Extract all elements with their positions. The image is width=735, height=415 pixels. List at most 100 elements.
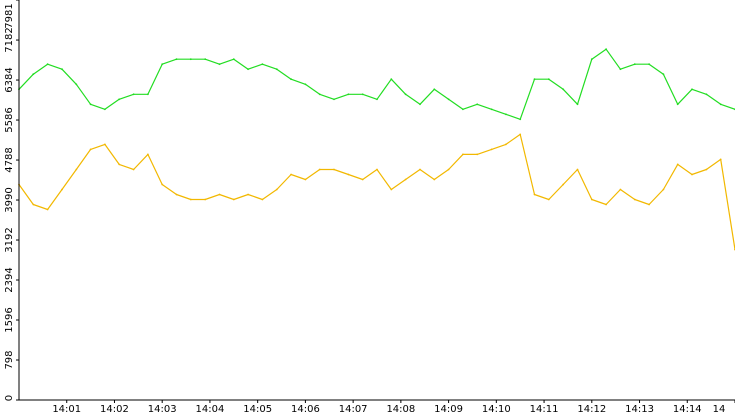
data-point bbox=[547, 198, 550, 201]
y-tick-label: 7182 bbox=[4, 27, 15, 52]
data-point bbox=[605, 203, 607, 206]
data-point bbox=[361, 93, 364, 96]
data-point bbox=[390, 188, 393, 191]
data-point bbox=[562, 183, 565, 186]
data-point bbox=[247, 68, 250, 71]
data-point bbox=[662, 73, 665, 76]
data-point bbox=[505, 113, 507, 116]
data-point bbox=[619, 188, 622, 191]
x-tick-label: 14:02 bbox=[100, 404, 129, 415]
data-point bbox=[590, 198, 593, 201]
data-point bbox=[347, 93, 350, 96]
data-point bbox=[490, 148, 493, 151]
data-point bbox=[161, 63, 164, 66]
data-point bbox=[147, 153, 149, 156]
x-tick-label: 14:08 bbox=[386, 404, 415, 415]
data-point bbox=[189, 58, 192, 61]
data-point bbox=[547, 78, 550, 81]
data-point bbox=[232, 58, 235, 61]
x-tick-layer: 14:01 14:02 14:03 14:04 14:05 14:06 14:07 14:08… bbox=[52, 400, 735, 415]
x-tick-label: 14:13 bbox=[625, 404, 654, 415]
data-point bbox=[705, 168, 708, 171]
data-point bbox=[118, 163, 121, 166]
x-tick-label: 14:10 bbox=[482, 404, 511, 415]
data-point bbox=[662, 188, 665, 191]
y-tick-label: 3192 bbox=[4, 227, 15, 252]
data-point bbox=[275, 68, 278, 71]
data-point bbox=[290, 173, 292, 176]
data-point bbox=[175, 193, 178, 196]
data-point bbox=[132, 168, 135, 171]
data-point bbox=[490, 108, 493, 111]
data-point bbox=[562, 88, 565, 91]
data-point bbox=[648, 203, 650, 206]
data-point bbox=[433, 88, 436, 91]
data-point bbox=[705, 93, 708, 96]
x-tick-label: 14:12 bbox=[577, 404, 606, 415]
data-point bbox=[89, 148, 92, 151]
data-point bbox=[204, 198, 207, 201]
data-point bbox=[161, 183, 164, 186]
data-point bbox=[633, 198, 636, 201]
data-point bbox=[433, 178, 436, 181]
data-point bbox=[118, 98, 121, 101]
data-point bbox=[132, 93, 135, 96]
data-point bbox=[333, 98, 335, 101]
data-point bbox=[318, 168, 321, 171]
data-point bbox=[290, 78, 292, 81]
data-point bbox=[333, 168, 335, 171]
data-point bbox=[61, 188, 63, 191]
y-tick-label: 7981 bbox=[4, 3, 15, 28]
x-tick-label: 14:14 bbox=[673, 404, 702, 415]
data-point bbox=[46, 208, 49, 211]
y-tick-label: 0 bbox=[4, 395, 15, 401]
data-point bbox=[304, 178, 307, 181]
data-point bbox=[390, 78, 393, 81]
data-point bbox=[619, 68, 622, 71]
data-point bbox=[347, 173, 350, 176]
data-point bbox=[419, 103, 421, 106]
data-point bbox=[247, 193, 250, 196]
data-point bbox=[676, 103, 679, 106]
x-tick-label: 14:04 bbox=[196, 404, 225, 415]
data-point bbox=[519, 133, 522, 136]
data-point bbox=[447, 98, 450, 101]
data-point bbox=[476, 103, 479, 106]
data-point bbox=[75, 83, 78, 86]
data-point bbox=[419, 168, 421, 171]
y-tick-label: 6384 bbox=[4, 67, 15, 92]
data-point bbox=[590, 58, 593, 61]
data-point bbox=[404, 178, 407, 181]
data-point bbox=[89, 103, 92, 106]
data-point bbox=[376, 98, 378, 101]
data-point bbox=[404, 93, 407, 96]
data-point bbox=[75, 168, 78, 171]
series-line-0 bbox=[18, 48, 735, 120]
data-point bbox=[462, 153, 464, 156]
data-point bbox=[261, 63, 264, 66]
data-point bbox=[447, 168, 450, 171]
x-tick-label: 14:03 bbox=[148, 404, 177, 415]
data-point bbox=[261, 198, 264, 201]
y-tick-label: 798 bbox=[4, 350, 15, 369]
x-tick-label: 14:11 bbox=[530, 404, 559, 415]
x-tick-label: 14:06 bbox=[291, 404, 320, 415]
x-tick-label: 14:09 bbox=[434, 404, 463, 415]
data-point bbox=[218, 193, 221, 196]
data-point bbox=[691, 88, 693, 91]
data-point bbox=[476, 153, 479, 156]
data-point bbox=[304, 83, 307, 86]
y-tick-label: 5586 bbox=[4, 107, 15, 132]
data-point bbox=[147, 93, 149, 96]
y-tick-label: 4788 bbox=[4, 147, 15, 172]
data-point bbox=[318, 93, 321, 96]
data-point bbox=[232, 198, 235, 201]
data-point bbox=[218, 63, 221, 66]
x-tick-label: 14:01 bbox=[52, 404, 81, 415]
data-point bbox=[361, 178, 364, 181]
x-tick-label: 14:05 bbox=[243, 404, 272, 415]
data-point bbox=[462, 108, 464, 111]
data-point bbox=[32, 203, 35, 206]
